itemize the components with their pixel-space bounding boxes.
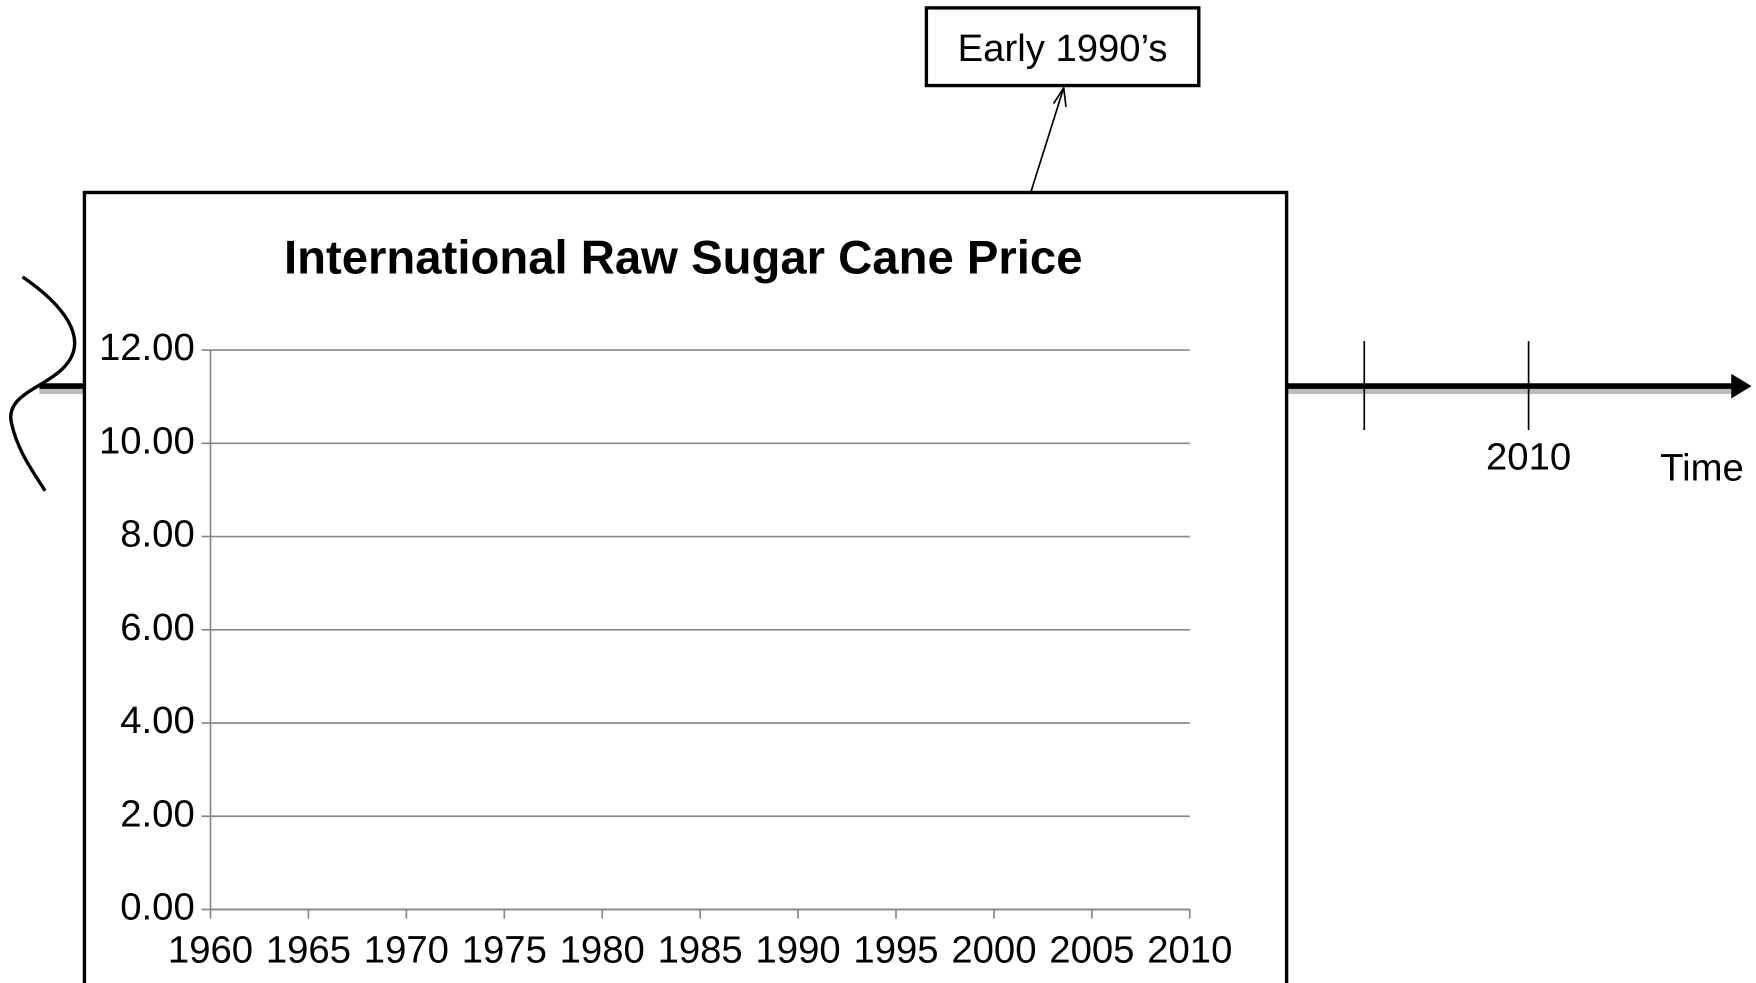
y-tick-label: 10.00 xyxy=(99,419,195,462)
x-tick-label: 2010 xyxy=(1147,928,1232,971)
callout-box xyxy=(924,6,1201,88)
callout-text: Early 1990’s xyxy=(958,27,1168,70)
chart-title: International Raw Sugar Cane Price xyxy=(284,232,1083,285)
y-tick-label: 12.00 xyxy=(99,326,195,369)
chart-frame xyxy=(82,190,1289,983)
break-mark xyxy=(9,275,77,492)
y-tick-label: 8.00 xyxy=(120,513,194,556)
x-tick-label: 1990 xyxy=(756,928,841,971)
x-tick-label: 2005 xyxy=(1049,928,1134,971)
x-tick-label: 1980 xyxy=(560,928,645,971)
y-tick-label: 6.00 xyxy=(120,606,194,649)
x-tick-label: 1995 xyxy=(853,928,938,971)
x-tick-label: 2000 xyxy=(951,928,1036,971)
x-tick-label: 1960 xyxy=(168,928,253,971)
x-tick-label: 1970 xyxy=(364,928,449,971)
x-tick-label: 1965 xyxy=(266,928,351,971)
plot: 0.00 2.00 4.00 6.00 8.00 10.00 12.00 1960 1965 19… xyxy=(99,326,1232,971)
x-tick-label: 1985 xyxy=(658,928,743,971)
timeline-tick-label: 2010 xyxy=(1486,435,1571,478)
timeline-arrow xyxy=(1731,373,1752,399)
callout-arrowhead xyxy=(1052,85,1067,108)
y-tick-label: 0.00 xyxy=(120,886,194,929)
x-tick-label: 1975 xyxy=(462,928,547,971)
timeline-axis-label: Time xyxy=(1660,447,1744,490)
y-tick-label: 4.00 xyxy=(120,699,194,742)
y-tick-label: 2.00 xyxy=(120,792,194,835)
callout-arrow xyxy=(1030,87,1065,192)
